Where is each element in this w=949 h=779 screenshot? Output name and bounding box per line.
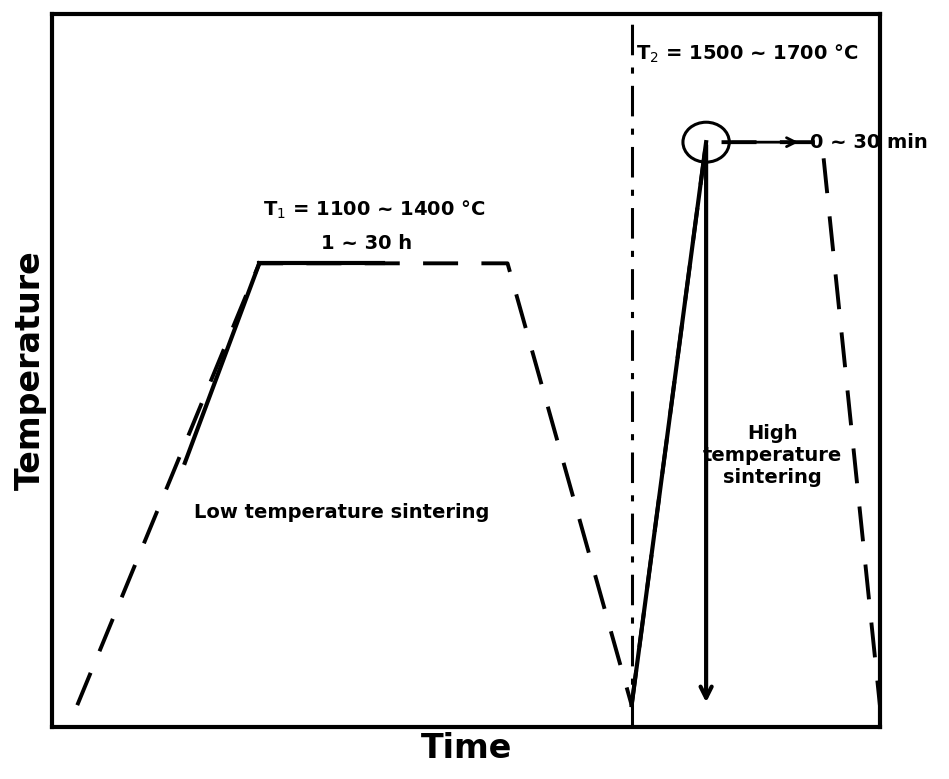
Text: 0 ~ 30 min: 0 ~ 30 min	[809, 132, 927, 152]
Text: T$_1$ = 1100 ~ 1400 °C: T$_1$ = 1100 ~ 1400 °C	[264, 199, 486, 220]
Y-axis label: Temperature: Temperature	[14, 250, 47, 490]
Text: T$_2$ = 1500 ~ 1700 °C: T$_2$ = 1500 ~ 1700 °C	[636, 42, 859, 65]
Text: 1 ~ 30 h: 1 ~ 30 h	[322, 234, 413, 252]
Text: High
temperature
sintering: High temperature sintering	[702, 425, 842, 487]
Text: Low temperature sintering: Low temperature sintering	[195, 503, 490, 522]
X-axis label: Time: Time	[420, 732, 512, 765]
